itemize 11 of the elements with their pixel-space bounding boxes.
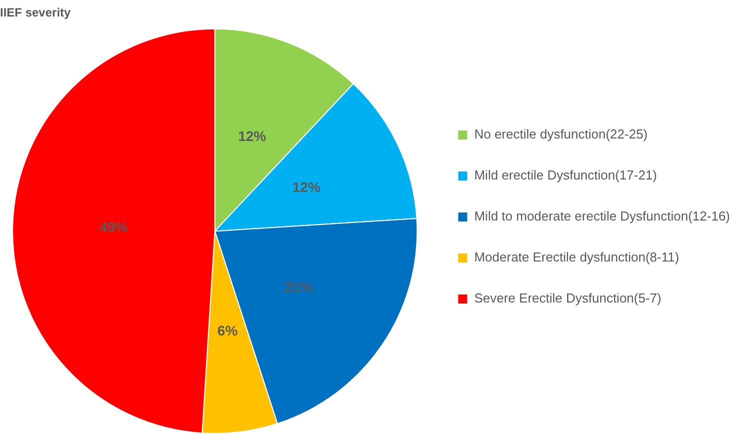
data-label: 12% (292, 178, 321, 195)
legend-label: No erectile dysfunction(22-25) (474, 126, 648, 142)
legend-label: Mild erectile Dysfunction(17-21) (474, 168, 658, 183)
data-label: 6% (217, 322, 238, 338)
data-label: 12% (238, 128, 267, 144)
legend-label: Severe Erectile Dysfunction(5-7) (474, 290, 662, 306)
data-label: 21% (284, 278, 314, 295)
chart-title: IIEF severity (0, 6, 72, 20)
data-label: 49% (100, 218, 128, 235)
legend-label: Mild to moderate erectile Dysfunction(12-16) (474, 208, 730, 224)
legend-label: Moderate Erectile dysfunction(8-11) (474, 250, 680, 265)
